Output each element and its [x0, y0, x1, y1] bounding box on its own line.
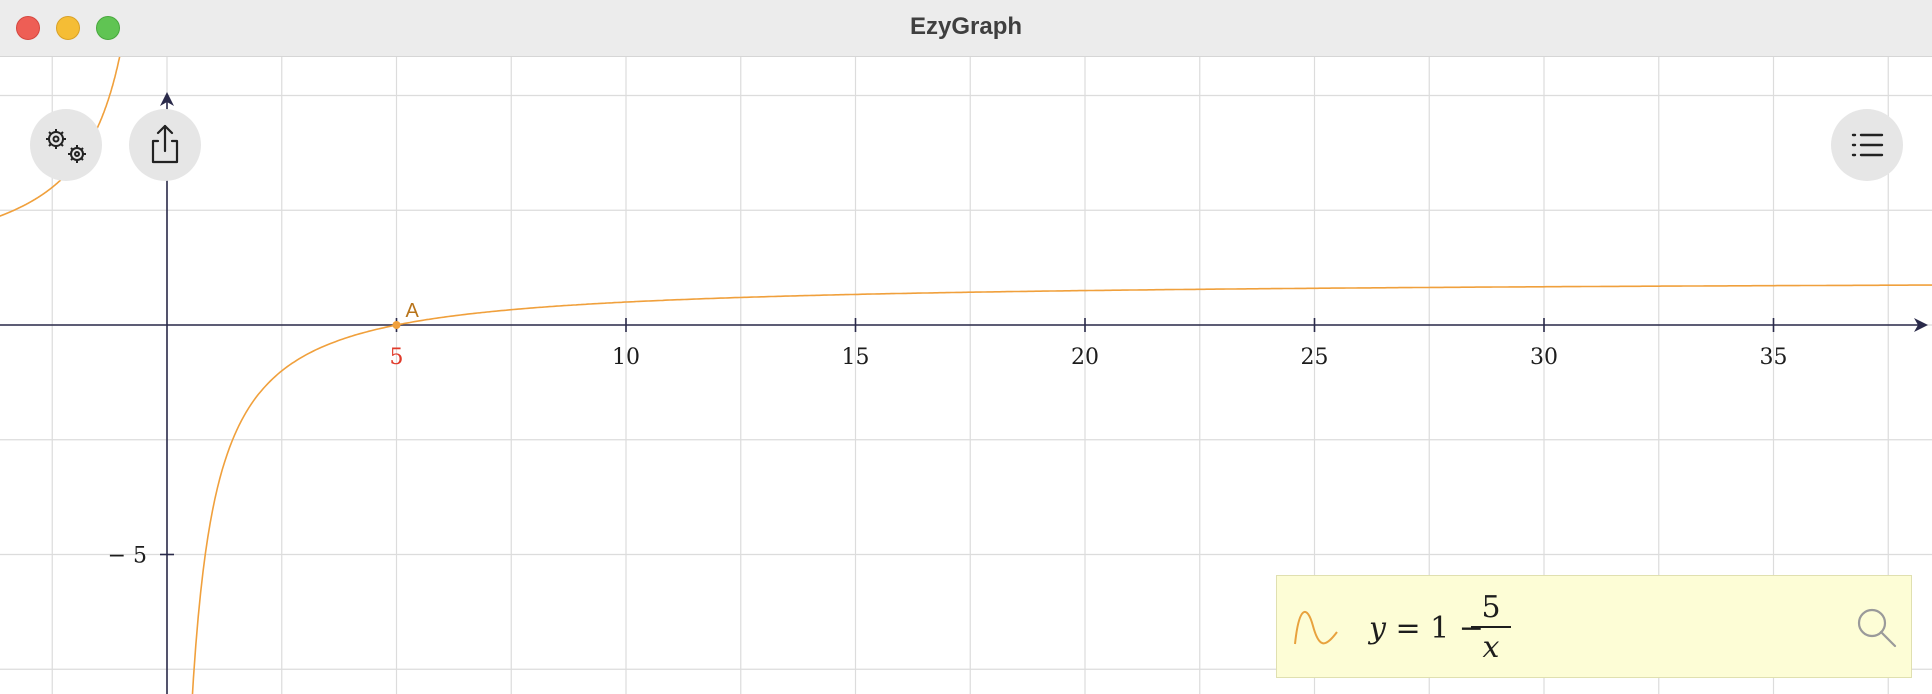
title-bar: EzyGraph	[0, 0, 1932, 57]
x-tick-label: 10	[612, 345, 640, 370]
y-axis-arrow	[160, 92, 174, 106]
y-tick-label: − 5	[108, 544, 147, 569]
fraction-bar	[1471, 626, 1511, 628]
equation-equals-one: = 1 −	[1385, 611, 1484, 646]
magnifier-icon[interactable]	[1853, 604, 1901, 652]
equation-fraction: 5 x	[1471, 590, 1511, 665]
x-tick-label: 30	[1530, 345, 1558, 370]
x-axis-arrow	[1914, 318, 1928, 332]
x-tick-label: 15	[842, 345, 870, 370]
x-tick-label: 35	[1760, 345, 1788, 370]
curve-style-icon[interactable]	[1287, 596, 1347, 656]
x-tick-label: 20	[1071, 345, 1099, 370]
point-a-label: A	[406, 300, 420, 322]
equation-numerator: 5	[1481, 590, 1501, 625]
window-title: EzyGraph	[909, 13, 1023, 40]
maximize-window-button[interactable]	[96, 16, 120, 40]
list-button[interactable]	[1831, 109, 1903, 181]
intercept-label: 5	[390, 345, 404, 370]
minimize-window-button[interactable]	[56, 16, 80, 40]
axes	[0, 92, 1928, 694]
points[interactable]: A	[392, 300, 420, 329]
equation-denominator: x	[1482, 630, 1500, 665]
share-button[interactable]	[129, 109, 201, 181]
settings-button[interactable]	[30, 109, 102, 181]
close-window-button[interactable]	[16, 16, 40, 40]
gear-icon	[46, 129, 86, 163]
graph-canvas[interactable]: 10 15 20 25 30 35 5 − 5 A	[0, 57, 1932, 694]
tick-labels: 10 15 20 25 30 35 5 − 5	[108, 345, 1788, 569]
list-icon	[1851, 133, 1884, 157]
share-icon	[151, 124, 179, 164]
equation-variable: y	[1369, 611, 1386, 646]
curve-branch-right[interactable]	[191, 284, 1932, 694]
equation-panel[interactable]: y = 1 − 5 x	[1276, 575, 1912, 678]
x-tick-label: 25	[1301, 345, 1329, 370]
point-a-marker[interactable]	[392, 321, 401, 329]
